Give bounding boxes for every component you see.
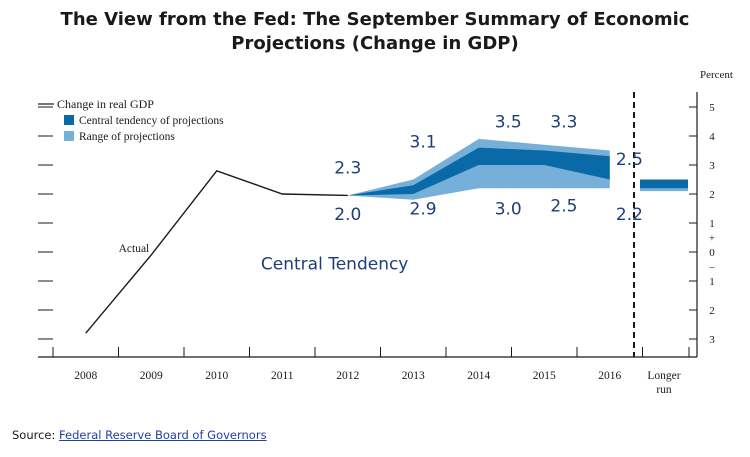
chart-title-line-1: The View from the Fed: The September Sum… (60, 9, 690, 30)
y-sign-minus: – (709, 263, 716, 274)
value-annotation: 2.0 (334, 205, 361, 225)
chart-title: The View from the Fed: The September Sum… (0, 8, 750, 56)
legend-line-label: Change in real GDP (57, 97, 154, 111)
x-tick-label-run: run (656, 384, 672, 396)
source-link[interactable]: Federal Reserve Board of Governors (59, 428, 267, 442)
value-annotation: 2.2 (616, 205, 643, 225)
y-tick-label: 3 (709, 334, 715, 346)
value-annotation: 2.3 (334, 159, 361, 179)
value-annotation: 2.5 (616, 150, 643, 170)
y-tick-label: 5 (709, 102, 715, 114)
y-tick-label: 2 (709, 189, 715, 201)
y-tick-label: 0 (709, 247, 715, 259)
value-annotation: 3.1 (410, 133, 437, 153)
y-axis-unit-label: Percent (700, 69, 733, 81)
x-tick-label: 2008 (74, 370, 97, 382)
x-tick-label: 2009 (140, 370, 163, 382)
chart-title-line-2: Projections (Change in GDP) (231, 33, 519, 54)
value-annotation: 3.0 (495, 199, 522, 219)
y-tick-label: 1 (709, 218, 715, 230)
central-tendency-band (347, 147, 610, 196)
value-annotation: 2.5 (550, 196, 577, 216)
source-prefix: Source: (12, 428, 56, 442)
actual-label: Actual (119, 243, 150, 255)
x-tick-label: 2014 (467, 370, 490, 382)
y-tick-label: 4 (709, 131, 715, 143)
legend-central-label: Central tendency of projections (79, 115, 224, 127)
actual-gdp-line (85, 169, 348, 334)
legend-central-swatch (64, 115, 74, 125)
x-tick-label: 2015 (533, 370, 556, 382)
source-note: Source: Federal Reserve Board of Governo… (12, 428, 267, 442)
value-annotation: 3.5 (495, 112, 522, 132)
x-tick-label-longer: Longer (647, 370, 680, 382)
x-tick-label: 2016 (598, 370, 621, 382)
x-tick-label: 2011 (271, 370, 294, 382)
y-tick-label: 3 (709, 160, 715, 172)
value-annotation: 3.3 (550, 112, 577, 132)
legend-range-swatch (64, 131, 74, 141)
legend-range-label: Range of projections (79, 131, 175, 143)
y-tick-label: 2 (709, 305, 715, 317)
y-sign-plus: + (709, 234, 715, 245)
x-tick-label: 2010 (205, 370, 228, 382)
x-tick-label: 2013 (402, 370, 425, 382)
value-annotation: 2.9 (410, 199, 437, 219)
central-tendency-label: Central Tendency (261, 254, 408, 274)
longer-run-central-bar (640, 179, 688, 189)
x-tick-label: 2012 (336, 370, 359, 382)
y-tick-label: 1 (709, 276, 715, 288)
